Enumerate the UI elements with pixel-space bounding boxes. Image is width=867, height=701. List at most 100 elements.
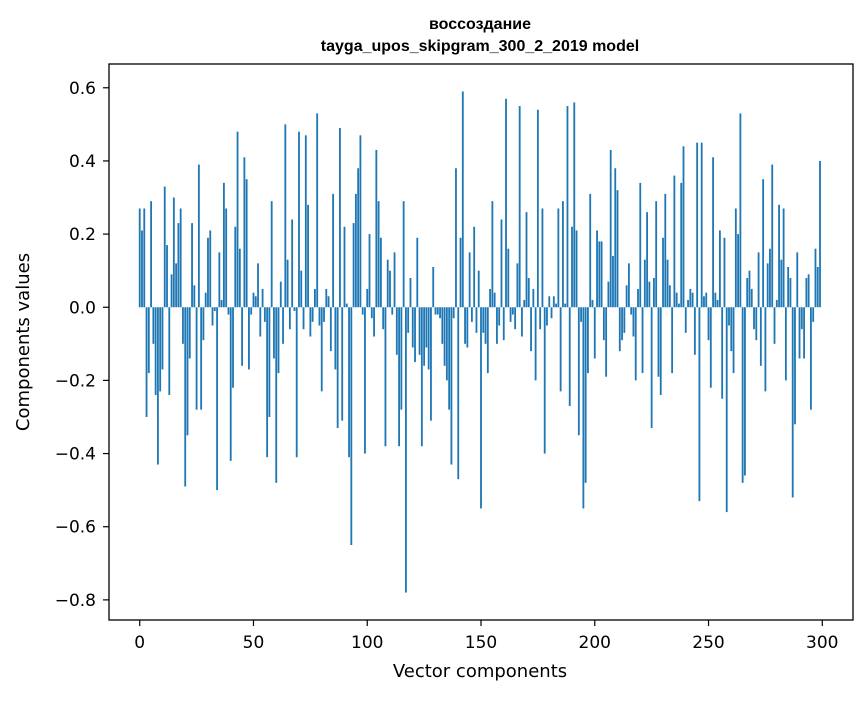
bar bbox=[409, 277, 412, 308]
bar bbox=[207, 237, 209, 308]
bar bbox=[348, 307, 350, 458]
bar bbox=[709, 307, 712, 388]
bar bbox=[445, 307, 448, 381]
bar bbox=[325, 288, 328, 308]
bar bbox=[637, 288, 639, 308]
bar bbox=[698, 307, 701, 502]
bar bbox=[257, 263, 259, 308]
bar bbox=[616, 190, 619, 308]
bar bbox=[220, 299, 223, 308]
bar bbox=[687, 299, 689, 308]
bar bbox=[571, 226, 573, 308]
y-tick-label: 0.4 bbox=[69, 152, 96, 172]
bar bbox=[582, 307, 585, 509]
bar bbox=[232, 307, 234, 388]
bar bbox=[277, 307, 280, 374]
bar bbox=[416, 237, 419, 308]
bar bbox=[268, 307, 271, 417]
bar bbox=[188, 307, 191, 359]
bar bbox=[721, 307, 724, 399]
bar bbox=[755, 307, 758, 341]
bar bbox=[607, 281, 610, 308]
bar bbox=[227, 307, 230, 315]
bar bbox=[564, 303, 567, 308]
bar bbox=[182, 307, 184, 344]
bar bbox=[402, 201, 405, 308]
bar bbox=[723, 237, 726, 308]
bar bbox=[384, 307, 387, 447]
bar bbox=[627, 263, 630, 308]
bar bbox=[275, 307, 278, 483]
bar bbox=[655, 201, 658, 308]
bar bbox=[766, 263, 769, 308]
bar bbox=[589, 193, 592, 308]
bar bbox=[248, 307, 250, 370]
bar bbox=[473, 226, 476, 308]
bar bbox=[753, 307, 755, 330]
bar bbox=[316, 113, 319, 308]
bar bbox=[452, 307, 455, 319]
bar bbox=[298, 131, 300, 308]
bar bbox=[288, 307, 291, 330]
bar bbox=[807, 274, 810, 308]
bar bbox=[200, 307, 203, 410]
bar bbox=[270, 201, 273, 308]
bar bbox=[653, 277, 655, 308]
bar bbox=[500, 219, 503, 308]
bar bbox=[145, 307, 148, 417]
bar bbox=[370, 307, 373, 319]
bar bbox=[659, 307, 662, 396]
bar bbox=[261, 288, 264, 308]
bar bbox=[493, 292, 496, 308]
bar bbox=[229, 307, 232, 461]
bar bbox=[486, 307, 489, 374]
bar bbox=[568, 307, 571, 407]
bar bbox=[482, 307, 485, 333]
bar bbox=[414, 307, 416, 363]
bar bbox=[730, 307, 733, 352]
bar bbox=[434, 307, 437, 315]
bar bbox=[507, 248, 510, 308]
bar bbox=[213, 307, 216, 311]
y-tick-label: −0.6 bbox=[55, 518, 96, 538]
bar bbox=[436, 307, 439, 315]
bar bbox=[798, 307, 801, 359]
bar bbox=[543, 307, 546, 454]
x-axis-label: Vector components bbox=[393, 661, 567, 682]
bar bbox=[484, 307, 487, 344]
bar bbox=[641, 307, 644, 374]
bar bbox=[464, 307, 466, 344]
bar bbox=[557, 208, 560, 308]
x-tick-label: 250 bbox=[692, 633, 724, 653]
x-tick-label: 50 bbox=[243, 633, 265, 653]
bar bbox=[673, 175, 676, 308]
bar bbox=[138, 208, 141, 308]
bar bbox=[393, 252, 396, 308]
bar bbox=[521, 307, 523, 337]
bar bbox=[222, 182, 225, 308]
bar bbox=[191, 223, 193, 308]
y-tick-label: −0.4 bbox=[55, 445, 96, 465]
bar bbox=[577, 307, 580, 436]
x-tick-label: 150 bbox=[465, 633, 497, 653]
bar bbox=[286, 259, 289, 308]
bar bbox=[339, 128, 341, 308]
bar bbox=[650, 307, 653, 428]
bar bbox=[548, 296, 551, 308]
bar bbox=[648, 281, 651, 308]
bar bbox=[646, 212, 648, 308]
bar bbox=[291, 219, 294, 308]
bar bbox=[739, 113, 742, 308]
bar bbox=[609, 149, 612, 308]
bar bbox=[514, 307, 517, 330]
bar bbox=[791, 307, 794, 498]
bar bbox=[496, 307, 498, 344]
bar bbox=[470, 307, 473, 322]
bar bbox=[159, 307, 162, 392]
bar bbox=[197, 164, 200, 308]
bar bbox=[757, 252, 760, 308]
bar bbox=[593, 307, 596, 359]
